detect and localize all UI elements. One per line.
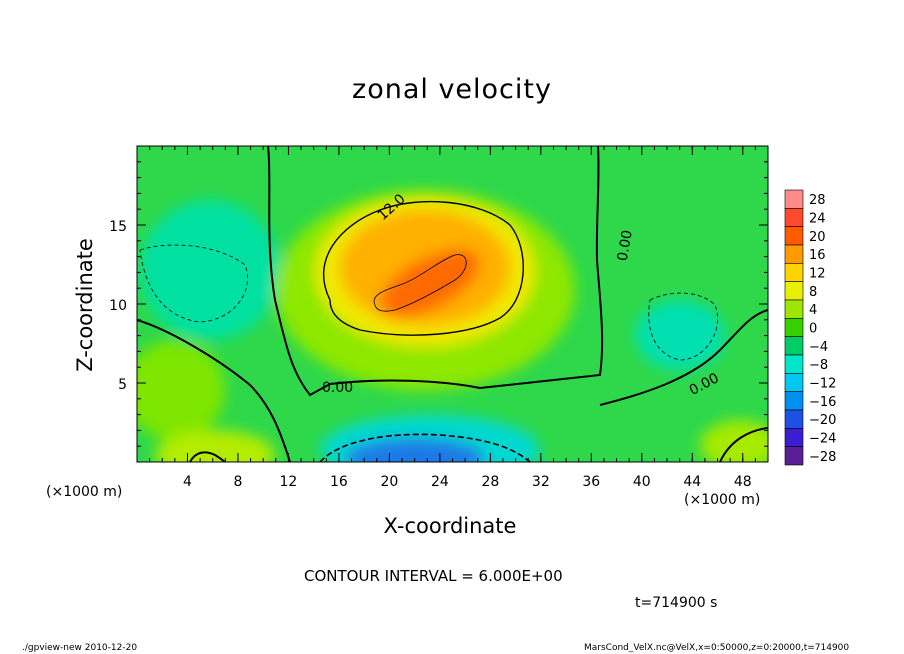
y-axis-unit: (×1000 m) [46,484,123,500]
colorbar-label: −4 [809,340,828,355]
x-tick-label: 32 [532,474,550,490]
x-tick-label: 16 [330,474,348,490]
contour-bottom-right [719,427,768,462]
colorbar-label: 16 [809,248,826,263]
x-tick-label: 44 [683,474,701,490]
blob-left-yellowgreen [137,340,225,440]
x-axis: 4 8 12 16 20 24 28 32 36 40 44 48 [149,146,756,490]
y-tick-label: 10 [109,298,127,314]
x-tick-label: 28 [481,474,499,490]
colorbar-label: −28 [809,450,836,465]
chart-title: zonal velocity [352,74,552,105]
x-tick-label: 24 [431,474,449,490]
contour-minus6-right [648,292,718,361]
footer-left: ./gpview-new 2010-12-20 [22,643,138,653]
contour-label-zero-1: 0.00 [322,380,353,396]
blob-bottom-blue [345,438,485,462]
y-tick-label: 5 [118,377,127,393]
contour-interval-text: CONTOUR INTERVAL = 6.000E+00 [304,567,563,585]
colorbar-cell [784,208,804,227]
colorbar-label: 0 [809,322,817,337]
colorbar-cell [784,336,804,356]
colorbar-cell [784,189,804,209]
colorbar-cell [784,354,804,374]
contour-bottom-left [189,451,226,462]
blob-jet-core [380,249,480,317]
x-axis-label-text: X-coordinate [383,514,517,538]
colorbar-label: −20 [809,413,836,428]
contour-label-zero-2: 0.00 [615,229,636,262]
blob-right-cyan [635,300,725,370]
colorbar-cell [784,226,804,246]
blob-left-cyan [140,200,280,340]
colorbar-label: 4 [809,303,817,318]
x-tick-label: 36 [582,474,600,490]
colorbar-cell [784,299,804,319]
contour-zero-left [137,319,291,462]
colorbar-label: −12 [809,377,836,392]
footer-right: MarsCond_VelX.nc@VelX,x=0:50000,z=0:2000… [584,643,850,653]
contour-12 [323,200,524,336]
colorbar-cell [784,263,804,282]
y-axis: 5 10 15 [109,161,768,447]
colorbar-label: −8 [809,358,828,373]
x-tick-label: 4 [183,474,192,490]
contour-18 [373,254,467,312]
colorbar-cell [784,373,804,392]
colorbar-cell [784,428,804,447]
contour-zero-right [599,309,768,406]
colorbar-label: 12 [809,267,826,282]
x-axis-label: X-coordinate [0,514,904,538]
colorbar-label: 24 [809,212,826,227]
colorbar-cell [784,281,804,301]
contour-minus6-left [139,244,248,323]
colorbar-label: 8 [809,285,817,300]
y-tick-label: 15 [109,219,127,235]
x-tick-label: 12 [280,474,298,490]
colorbar-cell [784,446,804,466]
colorbar-label: 20 [809,230,826,245]
heatmap-field [137,146,768,462]
x-tick-label: 48 [734,474,752,490]
colorbar-cell [784,244,804,264]
x-tick-label: 20 [380,474,398,490]
time-text: t=714900 s [635,595,718,611]
contour-lines [137,146,768,462]
colorbar-cell [784,391,804,411]
x-tick-label: 40 [633,474,651,490]
colorbar-cell [784,318,804,337]
colorbar: 28 24 20 16 12 8 4 0 −4 −8 −12 −16 −20 −24 −28 [784,189,836,466]
blob-right-yellowgreen [700,420,768,462]
blob-bottom-left-yellow [155,430,275,462]
x-axis-unit: (×1000 m) [684,492,761,508]
colorbar-cell [784,409,804,429]
colorbar-label: −16 [809,395,836,410]
colorbar-label: 28 [809,193,826,208]
colorbar-label: −24 [809,432,836,447]
x-tick-label: 8 [233,474,242,490]
contour-minus6-bottom [319,433,531,462]
contour-zero-center [267,146,604,397]
